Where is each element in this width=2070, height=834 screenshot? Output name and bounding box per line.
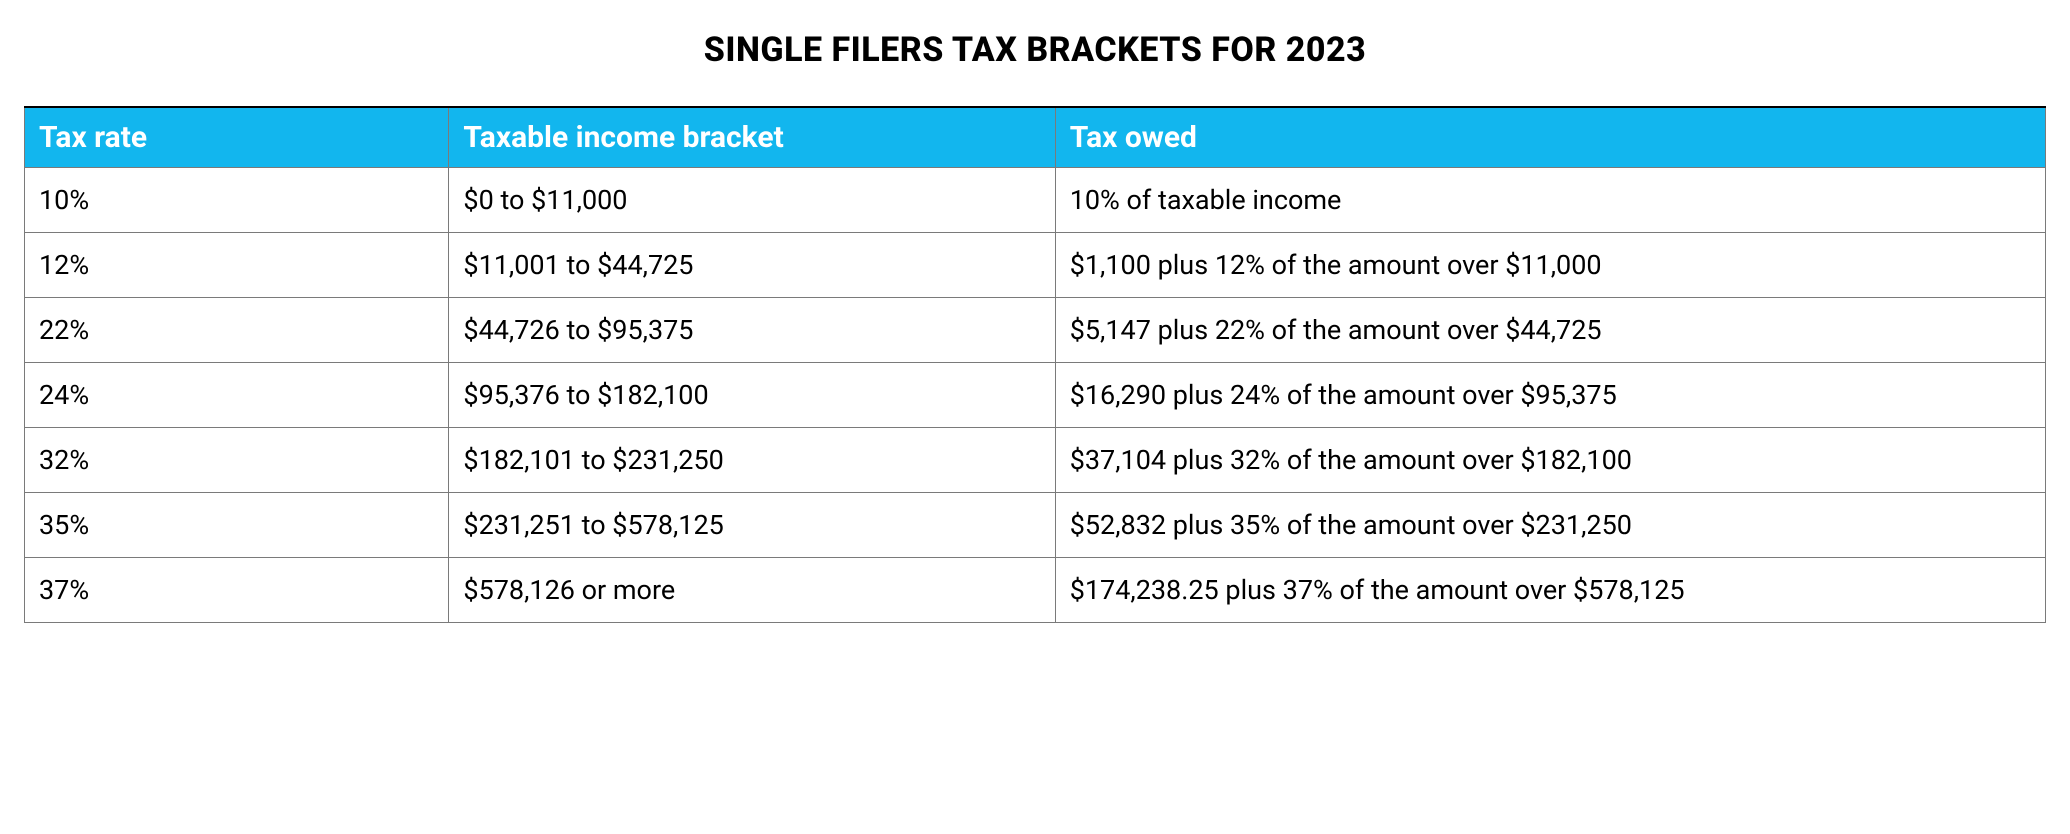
cell-owed: 10% of taxable income [1055,168,2045,233]
cell-rate: 37% [25,558,449,623]
col-header-owed: Tax owed [1055,107,2045,168]
cell-bracket: $182,101 to $231,250 [449,428,1055,493]
cell-owed: $174,238.25 plus 37% of the amount over … [1055,558,2045,623]
cell-owed: $37,104 plus 32% of the amount over $182… [1055,428,2045,493]
table-row: 10% $0 to $11,000 10% of taxable income [25,168,2046,233]
cell-rate: 32% [25,428,449,493]
table-row: 24% $95,376 to $182,100 $16,290 plus 24%… [25,363,2046,428]
col-header-rate: Tax rate [25,107,449,168]
cell-rate: 12% [25,233,449,298]
col-header-bracket: Taxable income bracket [449,107,1055,168]
cell-rate: 24% [25,363,449,428]
table-header-row: Tax rate Taxable income bracket Tax owed [25,107,2046,168]
cell-rate: 10% [25,168,449,233]
cell-owed: $1,100 plus 12% of the amount over $11,0… [1055,233,2045,298]
table-row: 32% $182,101 to $231,250 $37,104 plus 32… [25,428,2046,493]
cell-owed: $52,832 plus 35% of the amount over $231… [1055,493,2045,558]
cell-owed: $16,290 plus 24% of the amount over $95,… [1055,363,2045,428]
table-row: 37% $578,126 or more $174,238.25 plus 37… [25,558,2046,623]
cell-bracket: $231,251 to $578,125 [449,493,1055,558]
cell-rate: 35% [25,493,449,558]
cell-bracket: $44,726 to $95,375 [449,298,1055,363]
cell-bracket: $578,126 or more [449,558,1055,623]
table-row: 22% $44,726 to $95,375 $5,147 plus 22% o… [25,298,2046,363]
cell-owed: $5,147 plus 22% of the amount over $44,7… [1055,298,2045,363]
page-title: SINGLE FILERS TAX BRACKETS FOR 2023 [24,30,2046,70]
table-row: 12% $11,001 to $44,725 $1,100 plus 12% o… [25,233,2046,298]
table-row: 35% $231,251 to $578,125 $52,832 plus 35… [25,493,2046,558]
tax-brackets-table: Tax rate Taxable income bracket Tax owed… [24,106,2046,623]
cell-bracket: $95,376 to $182,100 [449,363,1055,428]
cell-bracket: $0 to $11,000 [449,168,1055,233]
cell-bracket: $11,001 to $44,725 [449,233,1055,298]
cell-rate: 22% [25,298,449,363]
